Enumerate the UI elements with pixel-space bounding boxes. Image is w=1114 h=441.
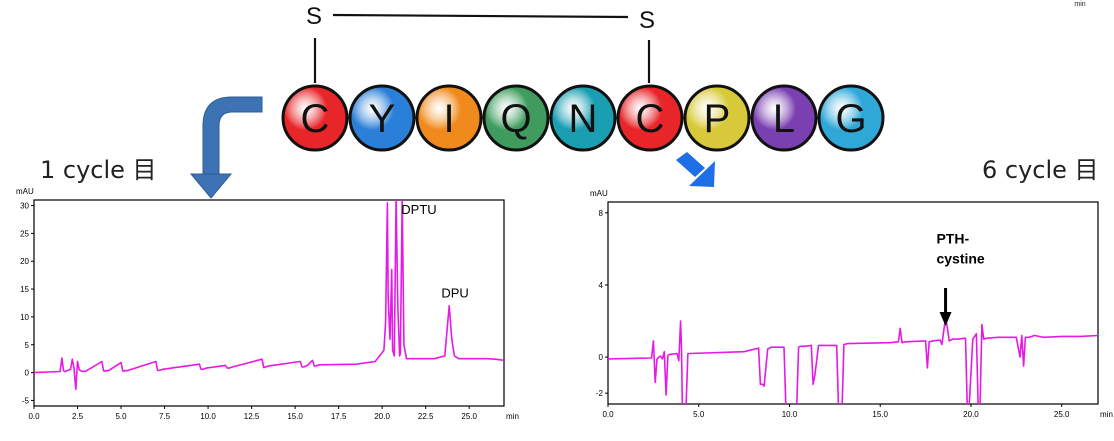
x-tick-label: 15.0: [287, 412, 303, 421]
x-unit-label: min: [506, 412, 519, 421]
y-tick-label: 0: [25, 369, 30, 378]
residue-letter: G: [835, 97, 866, 141]
x-tick-label: 25.0: [461, 412, 477, 421]
x-unit-label: min: [1100, 410, 1113, 419]
peak-annotation: PTH-: [936, 230, 969, 246]
residue-bead: [415, 84, 483, 152]
plot-frame: [33, 199, 505, 407]
left-arrow-shape: [189, 96, 263, 199]
x-tick-label: 10.0: [782, 410, 798, 419]
y-tick-label: 30: [20, 202, 29, 211]
residue-bead: [616, 84, 684, 152]
residue-letter: C: [636, 97, 665, 141]
peak-marker-arrowhead: [939, 312, 952, 326]
residue-letter: Y: [369, 97, 396, 141]
plot-frame: [607, 201, 1099, 405]
x-tick-label: 25.0: [1054, 410, 1070, 419]
x-tick-label: 2.5: [72, 412, 84, 421]
chromatogram-trace: [34, 200, 504, 391]
y-tick-label: 15: [20, 285, 29, 294]
right-cycle-label: 6 cycle 目: [982, 156, 1099, 184]
residue-letter: L: [773, 97, 795, 141]
sulfur-right-label: S: [639, 7, 655, 34]
residue-bead: [348, 84, 416, 152]
residue-letter: Q: [500, 97, 531, 141]
disulfide-bridge-line: [332, 13, 629, 19]
chromatogram-trace: [608, 316, 1098, 404]
y-tick-label: -2: [596, 389, 604, 398]
x-tick-label: 20.0: [963, 410, 979, 419]
left-cycle-label: 1 cycle 目: [40, 156, 157, 184]
residue-bead: [281, 84, 349, 152]
x-tick-label: 7.5: [159, 412, 171, 421]
residue-bead: [817, 84, 885, 152]
y-tick-label: 5: [25, 341, 30, 350]
x-tick-label: 5.0: [115, 412, 127, 421]
residue-letter: I: [443, 97, 454, 141]
x-tick-label: 22.5: [418, 412, 434, 421]
residue-letter: P: [704, 97, 731, 141]
y-unit-label: mAU: [590, 189, 608, 198]
y-tick-label: 4: [599, 281, 604, 290]
residue-bead: [482, 84, 550, 152]
peak-annotation: DPTU: [401, 202, 436, 217]
y-tick-label: -5: [22, 396, 30, 405]
x-tick-label: 0.0: [28, 412, 40, 421]
y-tick-label: 8: [599, 209, 604, 218]
x-tick-label: 15.0: [872, 410, 888, 419]
x-tick-label: 0.0: [602, 410, 614, 419]
residue-bead: [683, 84, 751, 152]
residue-letter: C: [301, 97, 330, 141]
x-tick-label: 12.5: [244, 412, 260, 421]
x-tick-label: 20.0: [374, 412, 390, 421]
x-tick-label: 17.5: [331, 412, 347, 421]
residue-bead: [750, 84, 818, 152]
peak-annotation: cystine: [936, 250, 984, 266]
y-tick-label: 10: [20, 313, 29, 322]
y-tick-label: 0: [599, 353, 604, 362]
sulfur-left-label: S: [306, 3, 322, 30]
y-tick-label: 25: [20, 229, 29, 238]
chromatogram-cycle-6: mAU -2 0 4 8 0.0 5.0 10.0 15.0 20.0 25.0 min PTH-cys…: [590, 189, 1113, 419]
corner-min-label: min: [1074, 1, 1085, 8]
peak-annotation: DPU: [441, 285, 468, 300]
chromatogram-cycle-1: mAU -5 0 5 10 15 20 25 30 0.0 2.5 5.0 7.5 10.0 12.5 15.…: [16, 187, 519, 421]
y-tick-label: 20: [20, 257, 29, 266]
residue-bead: [549, 84, 617, 152]
y-unit-label: mAU: [16, 187, 34, 196]
x-tick-label: 5.0: [693, 410, 705, 419]
x-tick-label: 10.0: [200, 412, 216, 421]
right-arrow-shape: [676, 152, 715, 187]
residue-letter: N: [569, 97, 598, 141]
